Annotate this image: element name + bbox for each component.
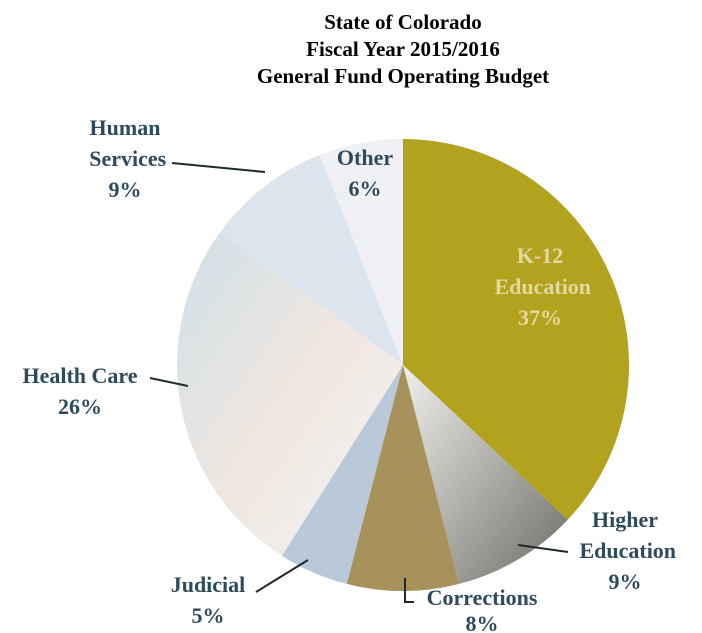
chart-title: Fiscal Year 2015/2016 (306, 37, 500, 61)
value-label: 9% (109, 177, 142, 202)
pie-slice (403, 139, 629, 520)
value-label: 6% (349, 176, 382, 201)
value-label: 9% (609, 569, 642, 594)
slice-label: Corrections (427, 585, 538, 610)
value-label: 26% (58, 394, 102, 419)
leader-line (517, 544, 569, 553)
leader-line (171, 162, 266, 173)
slice-label: Higher Education (574, 507, 676, 563)
pie-slice (403, 365, 568, 584)
value-label: 8% (466, 611, 499, 633)
slice-label: Health Care (22, 363, 137, 388)
value-label: 37% (518, 305, 562, 330)
value-label: 5% (192, 603, 225, 628)
leader-line (404, 578, 414, 603)
chart-title: State of Colorado (324, 10, 481, 34)
pie-slice (220, 154, 403, 365)
leader-line (149, 377, 189, 387)
pie-slice (346, 365, 460, 591)
leader-line (255, 559, 309, 593)
slice-label: K-12 Education (489, 243, 591, 299)
pie-slice (319, 139, 403, 365)
pie-slice (176, 232, 403, 556)
chart-title: General Fund Operating Budget (257, 64, 549, 88)
pie-slice (281, 365, 403, 584)
slice-label: Human Services (84, 115, 167, 171)
slice-label: Other (337, 145, 393, 170)
slice-label: Judicial (171, 572, 246, 597)
